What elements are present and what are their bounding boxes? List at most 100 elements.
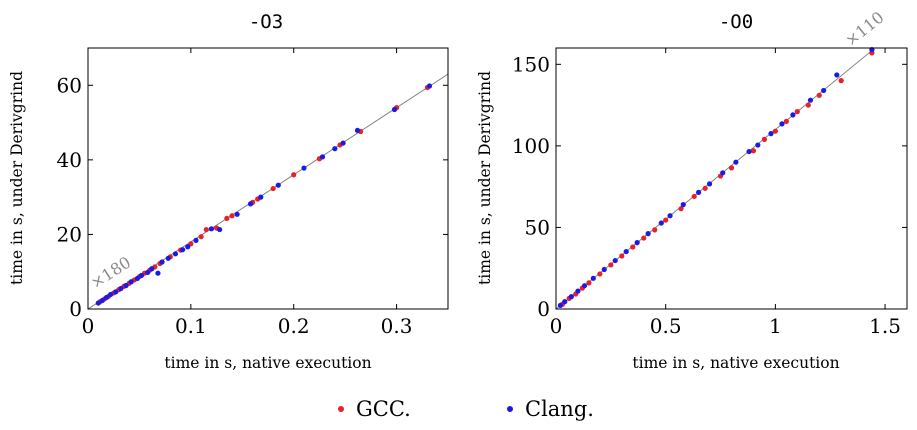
- data-point-gcc: [630, 244, 636, 250]
- x-tick-label: 0: [550, 314, 563, 338]
- data-point-gcc: [761, 136, 768, 142]
- data-point-gcc: [641, 235, 647, 241]
- data-point-clang: [113, 289, 119, 295]
- x-axis-label: time in s, native execution: [632, 354, 839, 372]
- data-point-gcc: [794, 109, 800, 115]
- legend-label-gcc: GCC.: [356, 397, 411, 421]
- data-point-clang: [601, 266, 607, 273]
- data-point-clang: [746, 148, 752, 155]
- legend-marker-clang: [507, 406, 513, 412]
- y-tick-label: 0: [537, 297, 550, 321]
- data-point-clang: [275, 182, 281, 188]
- y-tick-label: 150: [512, 52, 550, 76]
- data-point-clang: [193, 237, 199, 243]
- data-point-gcc: [224, 215, 230, 221]
- data-point-clang: [217, 226, 223, 233]
- data-point-clang: [108, 291, 114, 298]
- data-point-clang: [680, 202, 686, 208]
- data-point-clang: [123, 282, 129, 289]
- data-point-clang: [391, 106, 398, 113]
- data-point-clang: [720, 170, 726, 176]
- x-tick-label: 0.1: [175, 314, 207, 338]
- data-point-clang: [645, 231, 651, 237]
- chart-o0: -O0 ×110 0 0.5 1 1.5 0 50 100 150 time in s, na…: [476, 8, 908, 372]
- plot-frame: [87, 47, 449, 310]
- data-point-clang: [134, 275, 140, 282]
- data-point-clang: [562, 299, 568, 305]
- data-point-clang: [118, 285, 124, 292]
- data-point-clang: [695, 189, 702, 195]
- data-point-gcc: [291, 172, 297, 178]
- data-point-gcc: [229, 213, 235, 219]
- data-point-gcc: [619, 253, 625, 259]
- y-tick-label: 20: [57, 222, 82, 246]
- y-tick-label: 50: [525, 215, 550, 239]
- data-point-clang: [172, 251, 179, 257]
- data-point-clang: [733, 159, 739, 165]
- x-tick-label: 0: [82, 314, 95, 338]
- y-tick-label: 40: [57, 148, 82, 172]
- y-axis-label: time in s, under Derivgrind: [8, 71, 26, 285]
- data-point-clang: [755, 142, 761, 148]
- data-point-clang: [185, 244, 191, 250]
- data-point-gcc: [750, 148, 757, 154]
- data-point-clang: [706, 181, 713, 187]
- data-point-clang: [95, 300, 101, 306]
- data-point-clang: [234, 211, 240, 217]
- data-point-clang: [779, 121, 785, 127]
- legend-label-clang: Clang.: [525, 397, 594, 421]
- data-point-clang: [658, 220, 664, 226]
- data-point-clang: [581, 283, 588, 289]
- plot-frame: [555, 47, 908, 310]
- chart-title: -O3: [249, 11, 283, 33]
- chart-title: -O0: [719, 11, 753, 33]
- data-point-gcc: [652, 227, 658, 233]
- data-point-gcc: [702, 185, 708, 191]
- legend: GCC. Clang.: [338, 397, 594, 421]
- y-tick-label: 100: [512, 134, 550, 158]
- data-point-clang: [575, 288, 581, 294]
- data-point-gcc: [805, 102, 811, 108]
- data-point-gcc: [678, 206, 684, 212]
- y-tick-label: 60: [57, 73, 82, 97]
- y-tick-label: 0: [69, 297, 82, 321]
- data-point-gcc: [838, 78, 844, 84]
- data-point-clang: [208, 226, 215, 232]
- data-point-clang: [258, 194, 264, 200]
- data-point-clang: [138, 272, 145, 279]
- y-axis-label: time in s, under Derivgrind: [476, 71, 494, 285]
- data-point-gcc: [597, 271, 603, 277]
- data-point-gcc: [663, 217, 669, 223]
- x-tick-label: 0.2: [278, 314, 310, 338]
- data-point-clang: [332, 146, 338, 152]
- x-tick-label: 0.3: [381, 314, 413, 338]
- data-point-clang: [180, 247, 186, 253]
- data-point-clang: [634, 240, 640, 246]
- data-point-gcc: [586, 280, 592, 286]
- data-point-gcc: [608, 262, 614, 268]
- x-tick-label: 1.5: [869, 314, 901, 338]
- data-point-clang: [821, 87, 827, 94]
- data-point-clang: [99, 297, 105, 304]
- data-point-clang: [768, 131, 774, 137]
- data-point-clang: [623, 248, 629, 255]
- data-point-clang: [165, 255, 171, 261]
- data-point-gcc: [203, 226, 209, 233]
- data-point-gcc: [270, 185, 276, 192]
- data-point-clang: [247, 201, 254, 207]
- data-point-clang: [612, 257, 618, 264]
- data-point-clang: [590, 275, 596, 281]
- data-point-gcc: [691, 193, 697, 200]
- legend-marker-gcc: [338, 406, 344, 412]
- data-point-clang: [667, 213, 673, 219]
- data-point-clang: [354, 127, 361, 134]
- data-point-clang: [159, 259, 165, 265]
- data-point-clang: [807, 97, 814, 103]
- data-point-gcc: [198, 234, 204, 240]
- data-point-gcc: [772, 128, 778, 134]
- x-tick-label: 1: [769, 314, 782, 338]
- data-point-clang: [149, 266, 155, 272]
- data-point-clang: [834, 72, 840, 78]
